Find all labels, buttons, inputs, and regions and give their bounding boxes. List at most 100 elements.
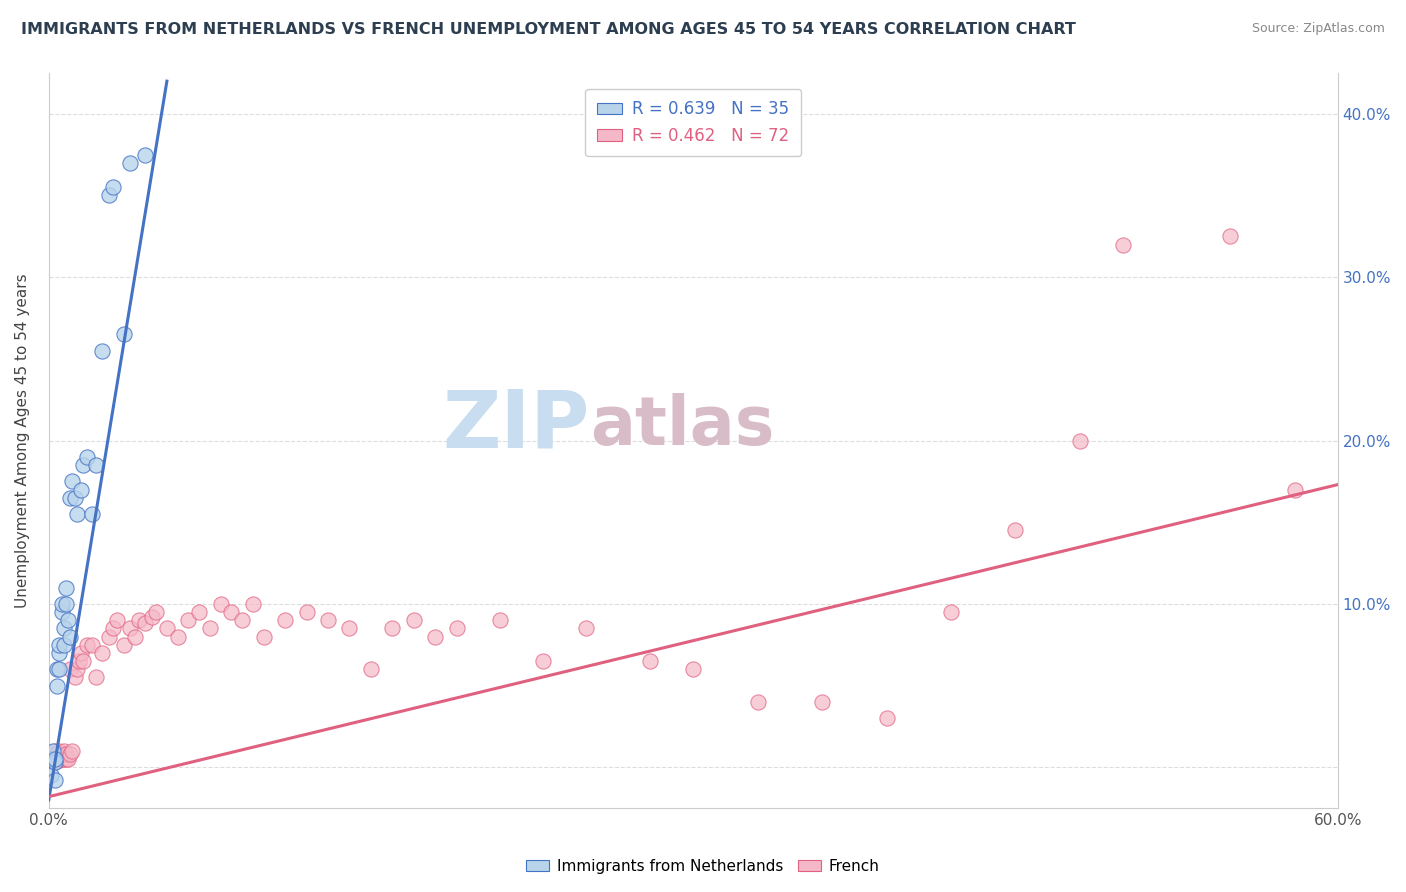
Point (402, 613, 425, 627)
Point (360, 662, 382, 676)
Point (489, 613, 512, 627)
Point (48, 638, 70, 652)
Point (48, 744, 70, 758)
Point (1069, 434, 1091, 448)
Point (42, 747, 65, 761)
Point (134, 616, 156, 631)
Point (1219, 229, 1241, 244)
Point (42, 756, 65, 770)
Point (1112, 237, 1135, 252)
Point (52, 744, 75, 758)
Point (48, 662, 70, 676)
Point (177, 613, 200, 627)
Point (425, 630, 447, 644)
Point (124, 630, 146, 644)
Point (52, 621, 75, 635)
Point (55, 747, 77, 761)
Point (46, 679, 69, 693)
Point (46, 754, 69, 768)
Text: atlas: atlas (591, 392, 775, 458)
Point (97, 630, 120, 644)
Point (339, 621, 361, 635)
Point (166, 630, 188, 644)
Point (1004, 524, 1026, 538)
Point (46, 747, 69, 761)
Point (76, 638, 98, 652)
Y-axis label: Unemployment Among Ages 45 to 54 years: Unemployment Among Ages 45 to 54 years (15, 273, 30, 607)
Text: IMMIGRANTS FROM NETHERLANDS VS FRENCH UNEMPLOYMENT AMONG AGES 45 TO 54 YEARS COR: IMMIGRANTS FROM NETHERLANDS VS FRENCH UN… (21, 22, 1076, 37)
Point (134, 147, 156, 161)
Point (575, 621, 598, 635)
Point (51, 605, 73, 619)
Point (91, 646, 114, 660)
Point (70, 483, 93, 497)
Point (112, 638, 135, 652)
Point (56, 752, 79, 766)
Point (1284, 483, 1306, 497)
Point (52, 638, 75, 652)
Point (221, 605, 243, 619)
Point (811, 695, 834, 709)
Point (56, 613, 79, 627)
Point (59, 630, 82, 644)
Point (188, 605, 211, 619)
Point (531, 654, 554, 668)
Point (198, 621, 221, 635)
Point (48, 752, 70, 766)
Point (60, 744, 83, 758)
Point (59, 662, 82, 676)
Point (84, 670, 107, 684)
Point (51, 597, 73, 611)
Point (145, 605, 167, 619)
Point (59, 491, 82, 505)
Point (63, 491, 86, 505)
Point (638, 654, 661, 668)
Point (91, 343, 114, 358)
Point (72, 654, 94, 668)
Point (682, 662, 704, 676)
Point (44, 752, 66, 766)
Point (381, 621, 404, 635)
Point (39, 752, 62, 766)
Point (295, 605, 318, 619)
Point (51, 752, 73, 766)
Point (67, 654, 90, 668)
Point (120, 156, 142, 170)
Point (231, 613, 253, 627)
Point (103, 180, 125, 194)
Point (46, 662, 69, 676)
Point (446, 621, 468, 635)
Point (44, 744, 66, 758)
Point (55, 581, 77, 595)
Point (156, 621, 179, 635)
Point (209, 597, 232, 611)
Point (70, 646, 93, 660)
Point (55, 752, 77, 766)
Point (274, 613, 297, 627)
Legend: R = 0.639   N = 35, R = 0.462   N = 72: R = 0.639 N = 35, R = 0.462 N = 72 (585, 88, 801, 156)
Point (59, 747, 82, 761)
Point (44, 773, 66, 788)
Point (42, 744, 65, 758)
Point (141, 610, 163, 624)
Point (55, 597, 77, 611)
Point (42, 752, 65, 766)
Point (44, 756, 66, 770)
Point (66, 662, 89, 676)
Point (112, 327, 135, 342)
Point (939, 605, 962, 619)
Point (252, 630, 274, 644)
Point (80, 638, 103, 652)
Point (72, 458, 94, 472)
Point (107, 613, 129, 627)
Text: Source: ZipAtlas.com: Source: ZipAtlas.com (1251, 22, 1385, 36)
Point (63, 670, 86, 684)
Text: ZIP: ZIP (443, 387, 591, 465)
Point (44, 752, 66, 766)
Point (39, 747, 62, 761)
Point (876, 711, 898, 725)
Point (103, 621, 125, 635)
Point (52, 752, 75, 766)
Legend: Immigrants from Netherlands, French: Immigrants from Netherlands, French (520, 853, 886, 880)
Point (316, 613, 339, 627)
